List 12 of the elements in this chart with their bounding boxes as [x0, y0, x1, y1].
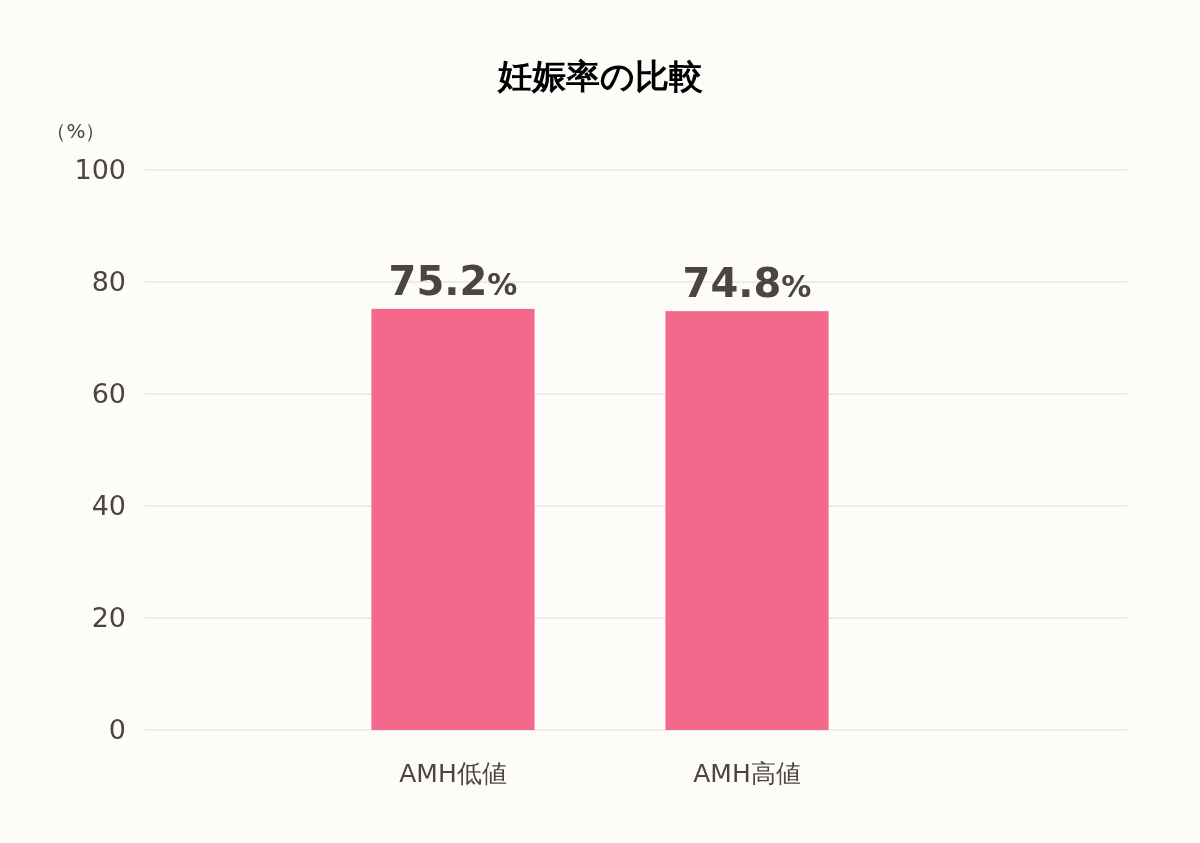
chart-title: 妊娠率の比較: [496, 56, 703, 96]
y-tick-label: 100: [74, 154, 126, 186]
y-tick-label: 0: [108, 714, 126, 746]
data-label: 74.8%: [682, 260, 812, 307]
y-tick-label: 40: [91, 490, 126, 522]
x-tick-label: AMH低値: [399, 759, 507, 788]
y-tick-label: 80: [91, 266, 126, 298]
y-axis-title: （%）: [46, 119, 106, 143]
data-label: 75.2%: [388, 257, 518, 304]
y-tick-label: 60: [91, 378, 126, 410]
x-tick-label: AMH高値: [693, 759, 801, 788]
y-tick-label: 20: [91, 602, 126, 634]
